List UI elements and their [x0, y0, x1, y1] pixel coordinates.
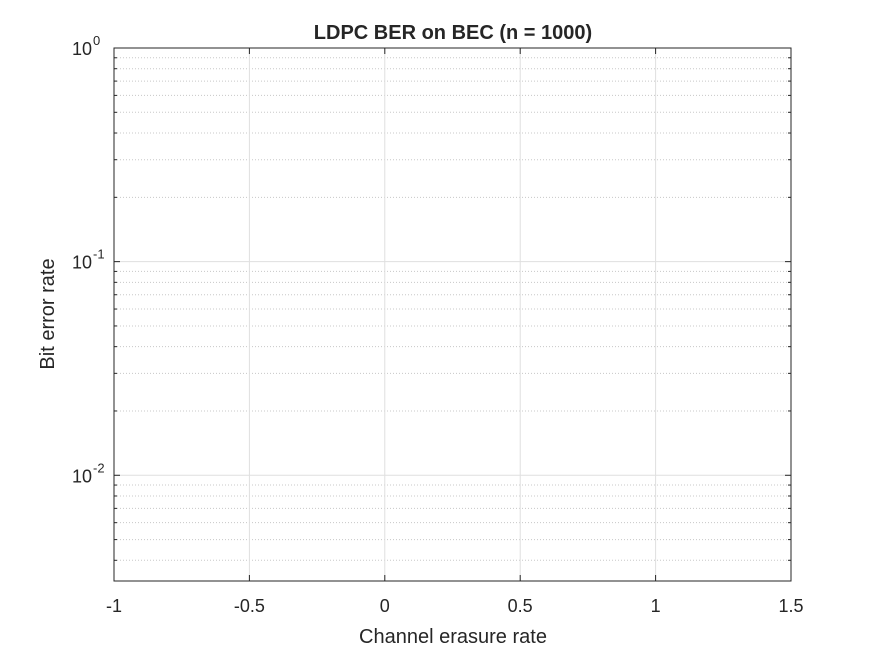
x-tick-label: 0.5	[508, 596, 533, 616]
y-tick-label: 10	[72, 253, 92, 273]
y-tick-label-exponent: -2	[93, 460, 105, 475]
x-tick-labels: -1 -0.5 0 0.5 1 1.5	[106, 596, 804, 616]
tick-marks	[113, 47, 792, 581]
x-tick-label: 1	[651, 596, 661, 616]
x-tick-label: 0	[380, 596, 390, 616]
x-tick-label: 1.5	[778, 596, 803, 616]
y-tick-label-exponent: 0	[93, 33, 100, 48]
y-axis-label: Bit error rate	[37, 258, 59, 369]
x-axis-label: Channel erasure rate	[359, 626, 547, 648]
x-tick-label: -1	[106, 596, 122, 616]
y-tick-label-exponent: -1	[93, 247, 105, 262]
minor-grid	[114, 57, 791, 561]
x-tick-label: -0.5	[234, 596, 265, 616]
y-tick-label: 10	[72, 39, 92, 59]
y-tick-label: 10	[72, 466, 92, 486]
plot-area	[114, 48, 791, 581]
axes-box	[113, 47, 792, 582]
chart-title: LDPC BER on BEC (n = 1000)	[314, 22, 592, 44]
